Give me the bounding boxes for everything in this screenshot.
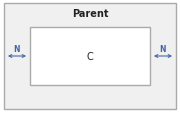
Text: N: N [160,45,166,54]
Bar [30,28,150,85]
Text: Parent: Parent [72,9,108,19]
Text: C: C [87,52,93,61]
Text: N: N [14,45,20,54]
